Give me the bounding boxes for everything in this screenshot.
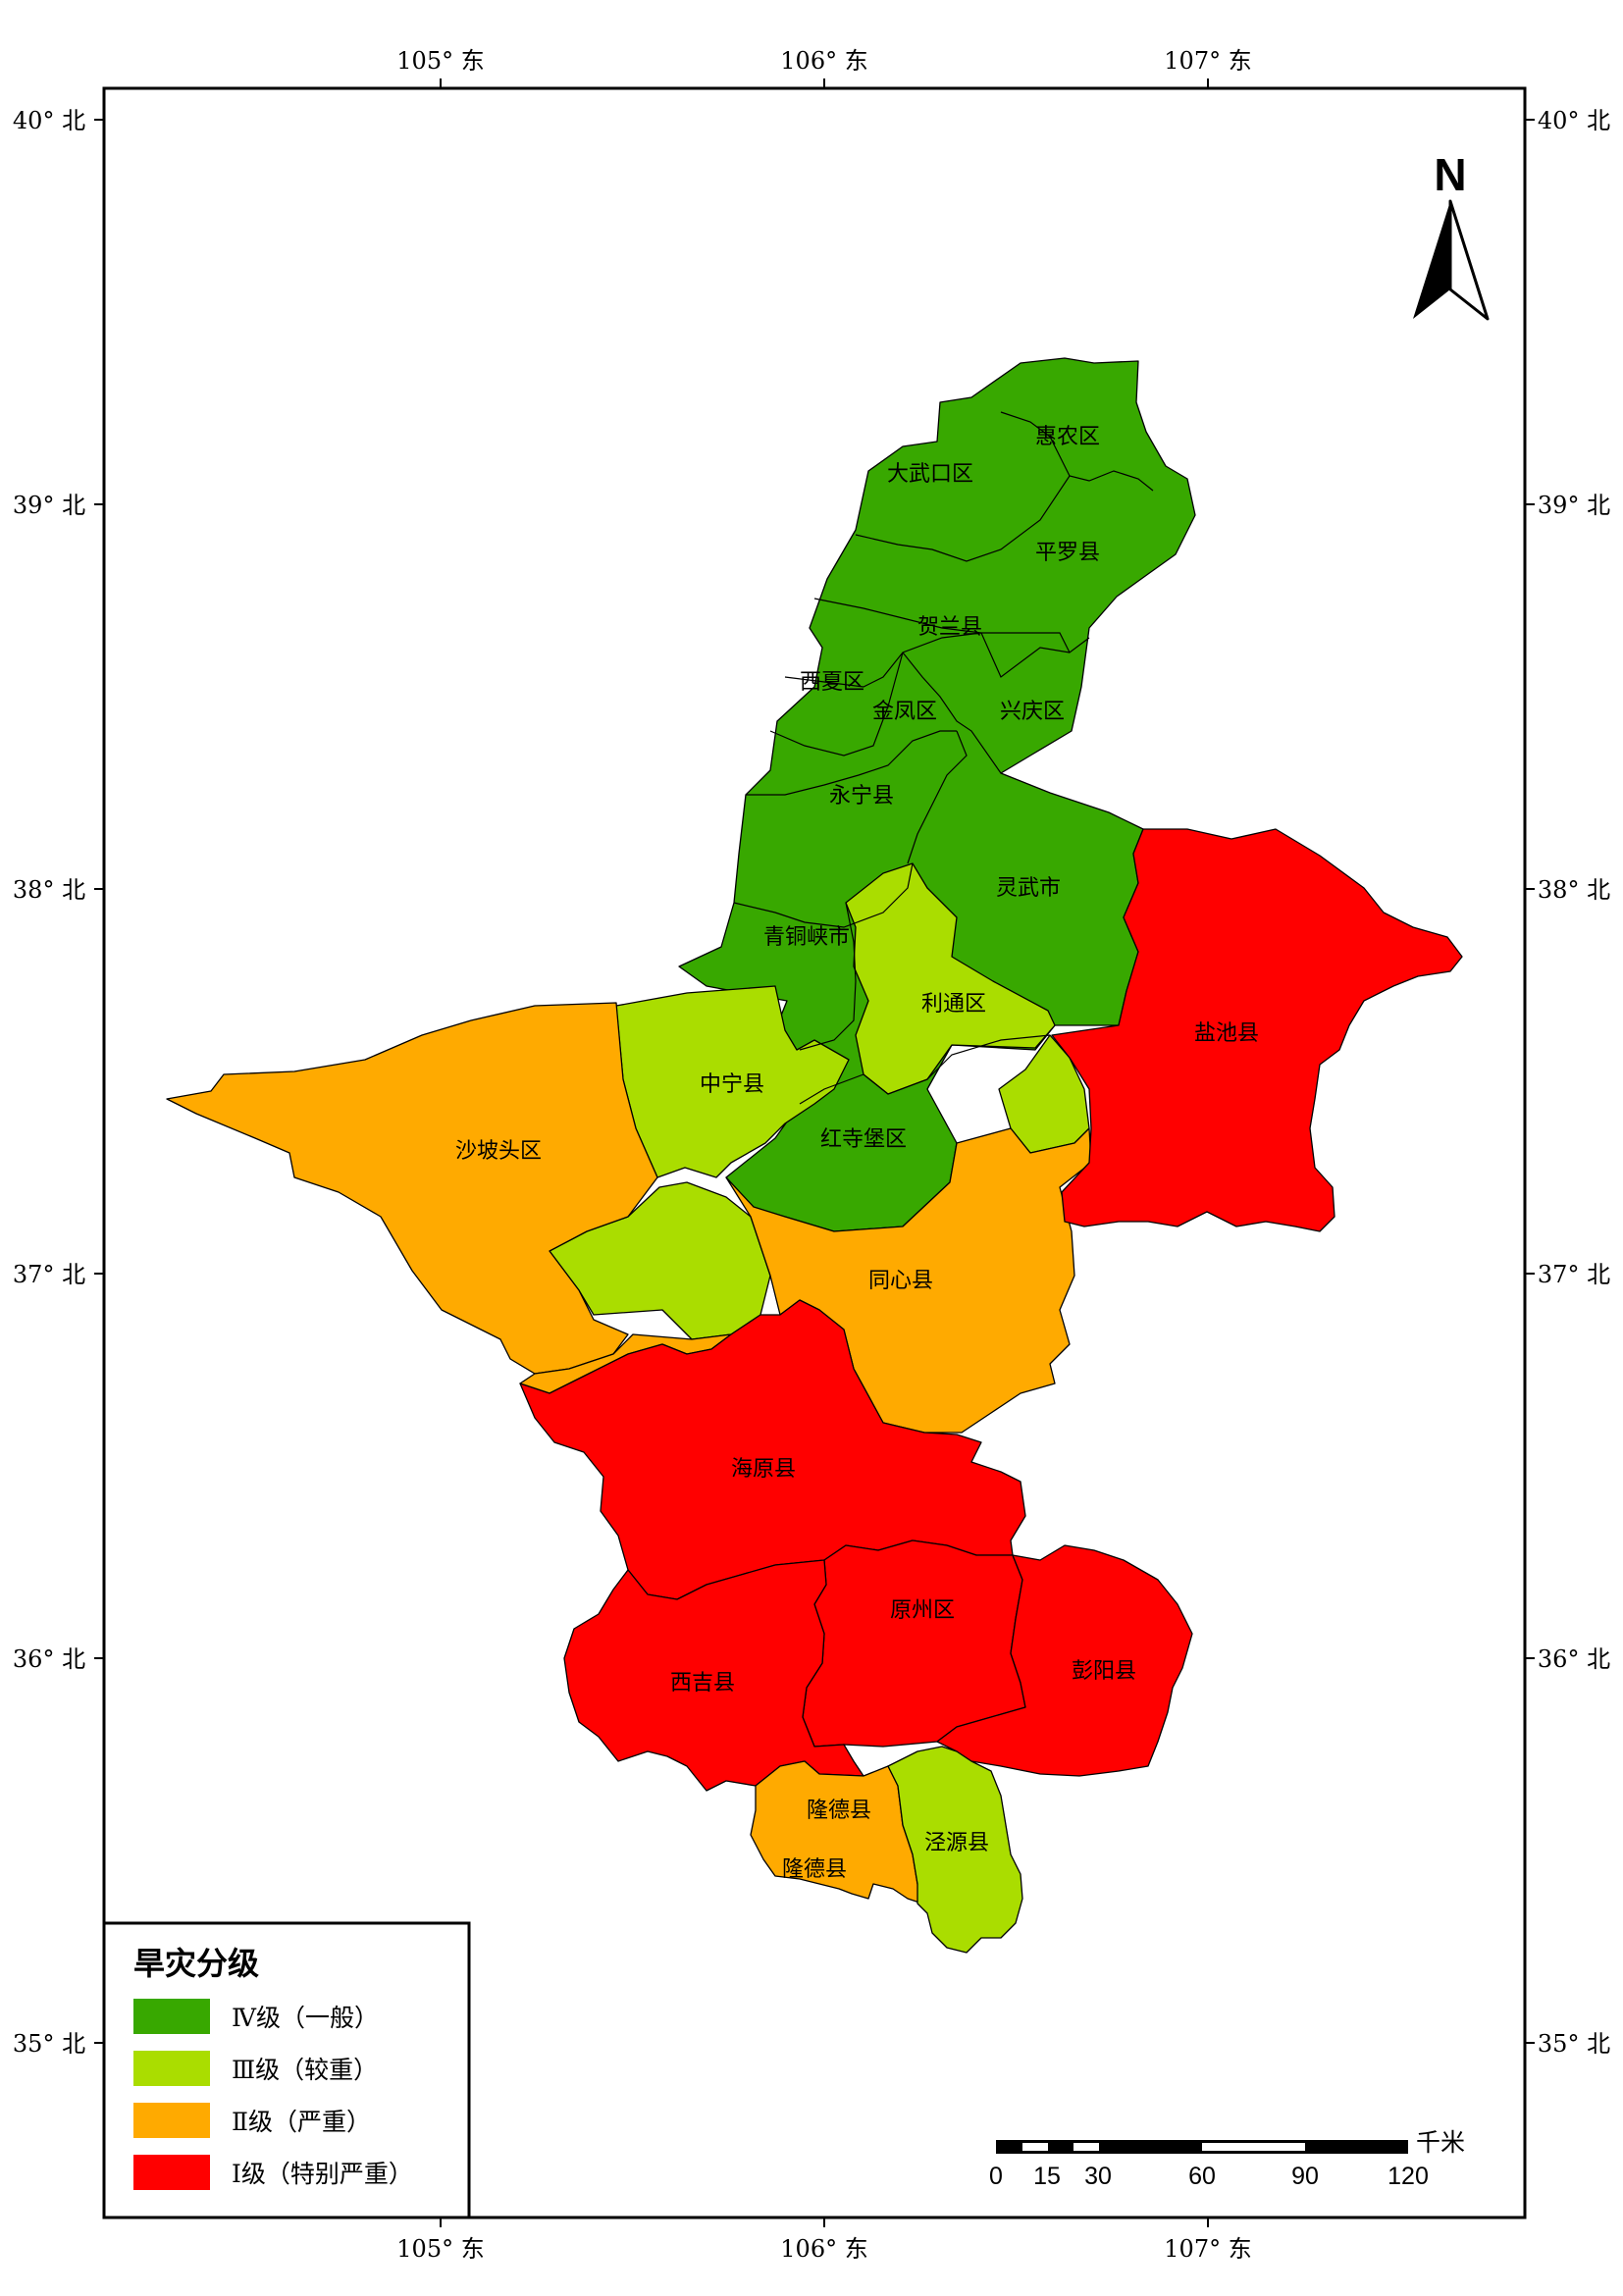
lon-label-top-105: 105° 东	[396, 47, 484, 75]
label-pingluo: 平罗县	[1035, 541, 1100, 565]
lat-label-right-40: 40° 北	[1538, 107, 1610, 134]
lon-label-top-106: 106° 东	[780, 47, 867, 75]
label-xixia: 西夏区	[800, 670, 864, 695]
lat-label-right-39: 39° 北	[1538, 492, 1610, 519]
region-labels: 惠农区 大武口区 平罗县 贺兰县 西夏区 金凤区 兴庆区 永宁县 灵武市 青铜峡…	[455, 425, 1259, 1882]
label-qingtongxia: 青铜峡市	[763, 925, 850, 950]
label-huinong: 惠农区	[1035, 425, 1100, 449]
lat-label-right-38: 38° 北	[1538, 876, 1610, 904]
region-pengyang[interactable]	[936, 1544, 1193, 1777]
boundary-yongning-n	[746, 730, 957, 796]
north-arrow-icon: N	[1413, 149, 1490, 321]
scale-bar: 千米 0 15 30 60 90 120	[989, 2129, 1465, 2190]
north-label: N	[1434, 149, 1466, 200]
legend-label-level2: Ⅱ级（严重）	[232, 2108, 371, 2136]
region-jingyuan[interactable]	[887, 1746, 1023, 1954]
legend-label-level3: Ⅲ级（较重）	[232, 2056, 378, 2084]
legend-swatch-level2	[133, 2103, 210, 2138]
scale-label-15: 15	[1033, 2163, 1061, 2190]
label-shapotou: 沙坡头区	[455, 1139, 542, 1164]
label-longde: 隆德县	[807, 1799, 871, 1823]
lat-label-left-36: 36° 北	[13, 1645, 85, 1673]
label-helan: 贺兰县	[917, 615, 982, 640]
region-yuanzhou[interactable]	[802, 1539, 1026, 1748]
label-yuanzhou: 原州区	[890, 1598, 955, 1623]
label-longde-2: 隆德县	[782, 1857, 847, 1882]
label-haiyuan: 海原县	[731, 1457, 796, 1482]
scale-label-0: 0	[989, 2163, 1003, 2190]
region-yanchi[interactable]	[1051, 828, 1463, 1232]
label-pengyang: 彭阳县	[1072, 1659, 1136, 1684]
boundary-huinong	[1000, 411, 1154, 492]
map-frame	[102, 86, 1527, 2219]
legend-label-level4: Ⅳ级（一般）	[232, 2004, 379, 2032]
boundary-dawukou	[855, 475, 1071, 562]
region-litong[interactable]	[845, 862, 1056, 1095]
boundary-qingtongxia	[799, 902, 857, 1051]
lat-label-left-38: 38° 北	[13, 876, 85, 904]
label-zhongning: 中宁县	[700, 1072, 764, 1097]
lat-label-left-35: 35° 北	[13, 2030, 85, 2058]
label-jingyuan: 泾源县	[924, 1831, 989, 1855]
boundary-lingwu	[907, 730, 968, 864]
label-litong: 利通区	[921, 992, 986, 1017]
regions-layer	[166, 357, 1463, 1954]
boundary-helan	[784, 632, 982, 688]
lat-label-right-35: 35° 北	[1538, 2030, 1610, 2058]
lat-label-left-37: 37° 北	[13, 1261, 85, 1288]
label-hongsibu: 红寺堡区	[820, 1127, 907, 1152]
region-shapotou[interactable]	[166, 1002, 658, 1375]
label-jinfeng: 金凤区	[872, 700, 937, 724]
region-longde[interactable]	[750, 1760, 923, 1905]
lon-label-bottom-107: 107° 东	[1164, 2235, 1251, 2263]
graticule-ticks	[94, 78, 1535, 2227]
label-lingwu: 灵武市	[996, 876, 1061, 901]
label-yanchi: 盐池县	[1194, 1021, 1259, 1046]
legend: 旱灾分级 Ⅳ级（一般） Ⅲ级（较重） Ⅱ级（严重） Ⅰ级（特别严重）	[102, 1921, 471, 2219]
label-yongning: 永宁县	[829, 784, 894, 809]
label-xingqing: 兴庆区	[1000, 700, 1065, 724]
scale-label-120: 120	[1387, 2163, 1429, 2190]
boundary-hongsibu	[799, 1034, 1051, 1105]
legend-label-level1: Ⅰ级（特别严重）	[232, 2160, 413, 2188]
legend-swatch-level1	[133, 2155, 210, 2190]
scale-label-30: 30	[1084, 2163, 1112, 2190]
boundary-jinfeng	[902, 652, 1002, 774]
label-dawukou: 大武口区	[887, 462, 973, 487]
boundary-yongning-s	[733, 862, 914, 928]
lon-label-top-107: 107° 东	[1164, 47, 1251, 75]
scale-label-90: 90	[1291, 2163, 1319, 2190]
scale-label-60: 60	[1188, 2163, 1216, 2190]
label-tongxin: 同心县	[868, 1269, 933, 1293]
boundary-xixia	[769, 652, 904, 757]
legend-swatch-level3	[133, 2051, 210, 2086]
lon-label-bottom-106: 106° 东	[780, 2235, 867, 2263]
scale-unit: 千米	[1416, 2129, 1465, 2157]
lat-label-right-36: 36° 北	[1538, 1645, 1610, 1673]
lat-label-right-37: 37° 北	[1538, 1261, 1610, 1288]
lat-label-left-39: 39° 北	[13, 492, 85, 519]
legend-swatch-level4	[133, 1999, 210, 2034]
lat-label-left-40: 40° 北	[13, 107, 85, 134]
boundary-xingqing	[980, 632, 1071, 678]
legend-title: 旱灾分级	[133, 1945, 259, 1982]
lon-label-bottom-105: 105° 东	[396, 2235, 484, 2263]
label-xiji: 西吉县	[670, 1671, 735, 1696]
